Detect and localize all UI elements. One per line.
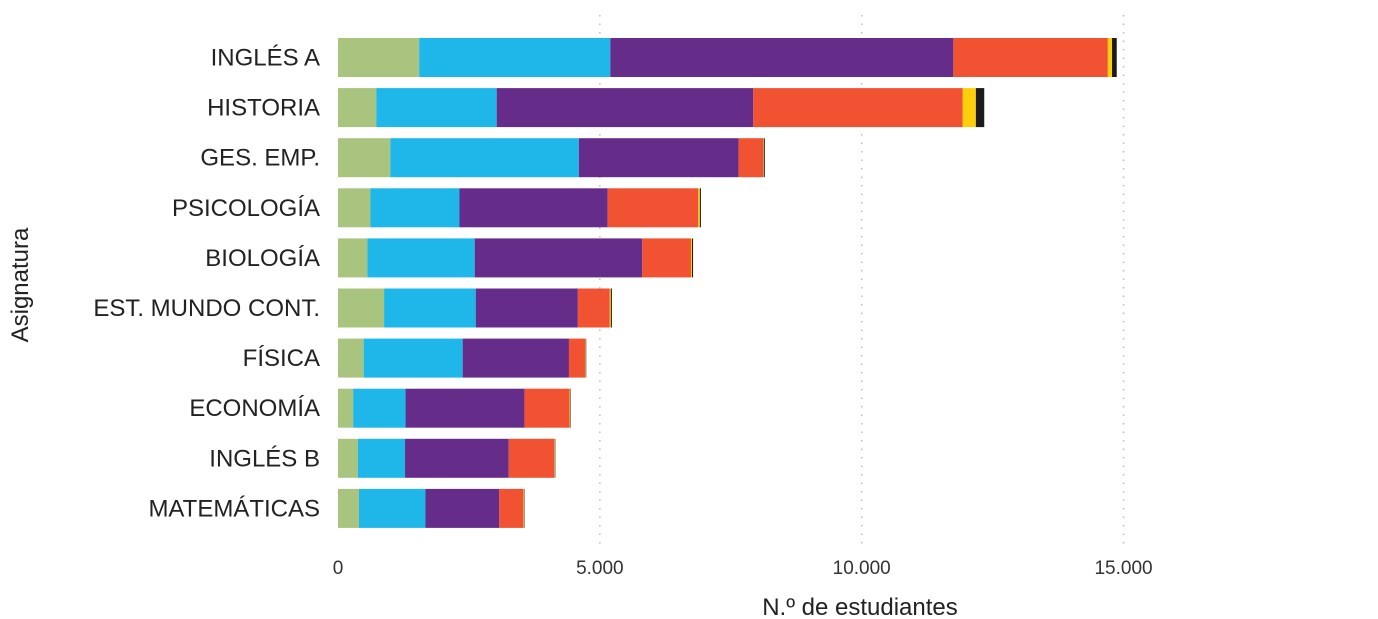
bar-segment-8-3 bbox=[508, 438, 555, 478]
gridlines bbox=[599, 15, 1125, 545]
bar-segment-9-0 bbox=[338, 488, 359, 528]
bar-segment-3-2 bbox=[459, 188, 608, 228]
bar-segment-8-1 bbox=[357, 438, 406, 478]
bar-segment-4-4 bbox=[690, 238, 693, 278]
bar-segment-9-1 bbox=[358, 488, 426, 528]
bar-segment-9-2 bbox=[425, 488, 500, 528]
bar-segment-1-4 bbox=[962, 88, 976, 128]
bar-segment-3-0 bbox=[338, 188, 371, 228]
bar-segment-5-0 bbox=[338, 288, 385, 328]
bar-segment-5-4 bbox=[609, 288, 611, 328]
bar-segment-2-1 bbox=[390, 138, 579, 178]
x-axis-title: N.º de estudiantes bbox=[762, 594, 958, 619]
bar-segment-4-2 bbox=[474, 238, 643, 278]
category-label: INGLÉS A bbox=[211, 45, 320, 72]
bar-segment-1-3 bbox=[753, 88, 963, 128]
bar-segment-8-2 bbox=[405, 438, 509, 478]
bar-segment-8-5 bbox=[554, 438, 556, 478]
bar-segment-6-4 bbox=[585, 338, 586, 378]
bar-segment-8-4 bbox=[554, 438, 555, 478]
bar-segment-1-0 bbox=[338, 88, 377, 128]
bar-segment-7-1 bbox=[353, 388, 406, 428]
bar-segment-9-3 bbox=[499, 488, 524, 528]
bar-segment-6-1 bbox=[363, 338, 463, 378]
bar-segment-5-2 bbox=[475, 288, 578, 328]
bar-segment-6-3 bbox=[568, 338, 586, 378]
category-label: GES. EMP. bbox=[200, 145, 320, 172]
bar-segment-3-5 bbox=[699, 188, 701, 228]
bar-segment-0-5 bbox=[1112, 38, 1117, 77]
category-label: HISTORIA bbox=[207, 95, 320, 122]
bar-segment-7-0 bbox=[338, 388, 354, 428]
bar-segment-6-0 bbox=[338, 338, 364, 378]
category-label: ECONOMÍA bbox=[189, 395, 320, 422]
bar-segment-0-4 bbox=[1107, 38, 1113, 77]
bar-segment-6-2 bbox=[462, 338, 569, 378]
bar-segment-1-5 bbox=[975, 88, 985, 128]
bar-segment-0-1 bbox=[419, 38, 611, 77]
bar-segment-9-4 bbox=[523, 488, 524, 528]
x-tick-label: 5.000 bbox=[576, 558, 624, 579]
bar-segment-4-1 bbox=[367, 238, 475, 278]
category-label: MATEMÁTICAS bbox=[148, 495, 320, 522]
x-tick-label: 0 bbox=[333, 558, 344, 579]
category-label: EST. MUNDO CONT. bbox=[93, 295, 320, 322]
bar-segment-8-0 bbox=[338, 438, 358, 478]
category-label: PSICOLOGÍA bbox=[172, 195, 320, 222]
bar-segment-7-4 bbox=[569, 388, 570, 428]
bar-segment-2-4 bbox=[763, 138, 764, 178]
bar-segment-2-2 bbox=[578, 138, 739, 178]
x-tick-label: 15.000 bbox=[1094, 558, 1152, 579]
bar-segment-4-3 bbox=[642, 238, 691, 278]
bar-segment-4-5 bbox=[692, 238, 694, 278]
bar-segment-2-3 bbox=[738, 138, 764, 178]
bar-segment-0-3 bbox=[953, 38, 1108, 77]
bar-segment-7-3 bbox=[524, 388, 570, 428]
bar-segment-0-0 bbox=[338, 38, 420, 77]
bar-segment-1-1 bbox=[376, 88, 497, 128]
bar-segment-3-1 bbox=[370, 188, 460, 228]
bar-segment-2-5 bbox=[763, 138, 765, 178]
bar-segment-5-1 bbox=[384, 288, 476, 328]
bar-segment-1-2 bbox=[496, 88, 754, 128]
bar-segment-3-4 bbox=[698, 188, 700, 228]
bar-segment-3-3 bbox=[607, 188, 699, 228]
bar-segment-2-0 bbox=[338, 138, 391, 178]
bars bbox=[338, 38, 1117, 528]
bar-segment-6-5 bbox=[585, 338, 587, 378]
bar-segment-9-5 bbox=[523, 488, 525, 528]
category-labels: INGLÉS A HISTORIA GES. EMP. PSICOLOGÍA BIOLO… bbox=[93, 45, 320, 523]
bar-segment-5-3 bbox=[577, 288, 610, 328]
category-label: INGLÉS B bbox=[209, 445, 320, 472]
bar-segment-7-5 bbox=[569, 388, 571, 428]
x-tick-labels: 0 5.000 10.000 15.000 bbox=[333, 558, 1153, 579]
x-tick-label: 10.000 bbox=[833, 558, 891, 579]
bar-segment-4-0 bbox=[338, 238, 368, 278]
bar-segment-7-2 bbox=[405, 388, 525, 428]
bar-segment-0-2 bbox=[610, 38, 954, 77]
y-axis-title: Asignatura bbox=[7, 227, 34, 342]
category-label: FÍSICA bbox=[243, 345, 320, 372]
bar-segment-5-5 bbox=[610, 288, 612, 328]
category-label: BIOLOGÍA bbox=[205, 245, 320, 272]
